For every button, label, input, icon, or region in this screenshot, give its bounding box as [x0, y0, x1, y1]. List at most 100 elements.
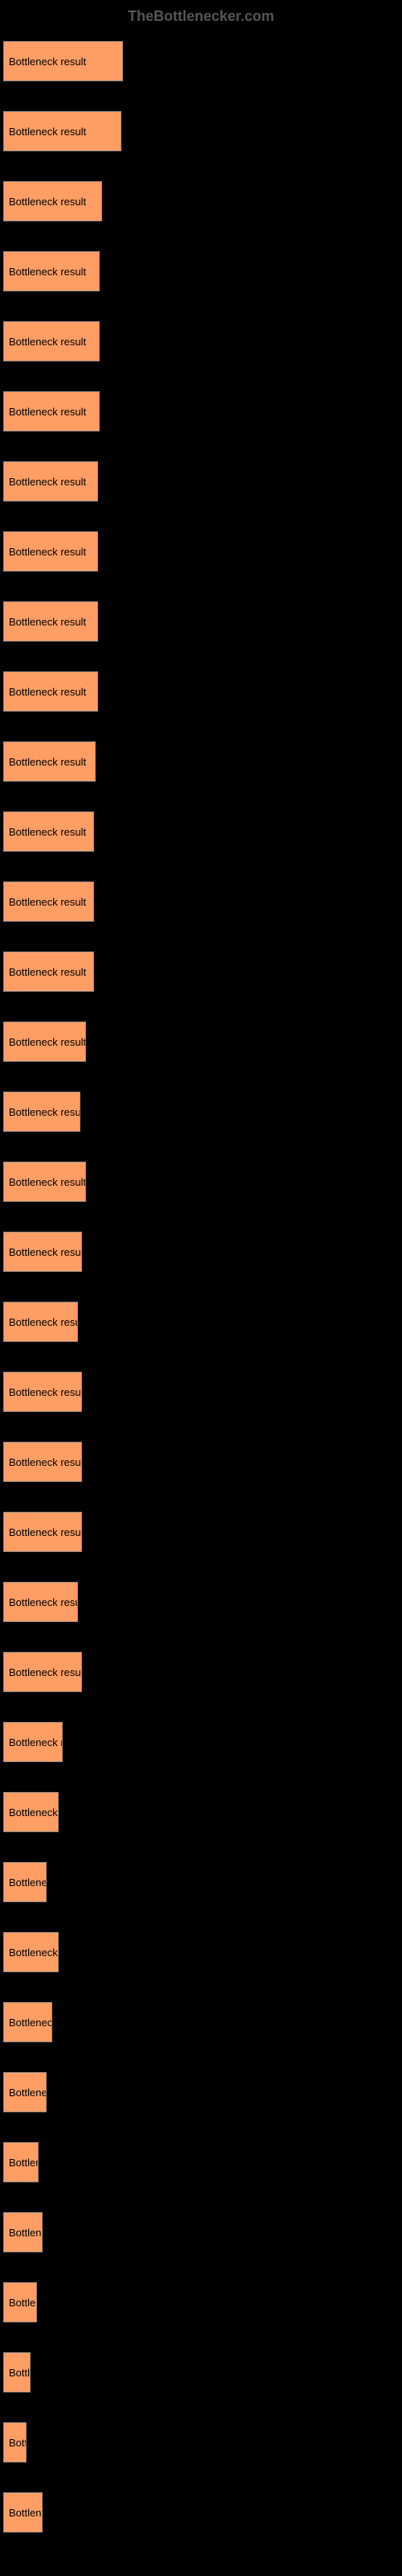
bar-row: Bottleneck result — [3, 1442, 399, 1482]
bar-row: Bottleneck result — [3, 881, 399, 922]
bar-text: Bottleneck result — [4, 826, 86, 838]
bar: Bottleneck result — [3, 2142, 39, 2182]
bar-text: Bottleneck result — [4, 1386, 81, 1398]
watermark-text: TheBottlenecker.com — [0, 8, 402, 25]
bar-text: Bottleneck result — [4, 476, 86, 488]
bar-row: Bottleneck result — [3, 2352, 399, 2392]
bar-text: Bottleneck result — [4, 896, 86, 908]
bar-row: Bottleneck result — [3, 741, 399, 782]
bar-row: Bottleneck result — [3, 2002, 399, 2042]
bar: Bottleneck result — [3, 2422, 27, 2462]
bar-text: Bottleneck result — [4, 1526, 81, 1538]
bar-row: Bottleneck result — [3, 1652, 399, 1692]
bar-row: Bottleneck result — [3, 1372, 399, 1412]
bar: Bottleneck result — [3, 1232, 82, 1272]
bar-row: Bottleneck result — [3, 251, 399, 291]
bar-row: Bottleneck result — [3, 2282, 399, 2322]
bar-chart: Bottleneck result Bottleneck result Bottle… — [0, 41, 402, 2533]
bar-text: Bottleneck result — [4, 1876, 46, 1889]
bar-text: Bottleneck result — [4, 1176, 85, 1188]
bar: Bottleneck result — [3, 321, 100, 361]
bar-text: Bottleneck result — [4, 616, 86, 628]
bar-row: Bottleneck result — [3, 2072, 399, 2112]
bar-text: Bottleneck result — [4, 1316, 77, 1328]
bar: Bottleneck result — [3, 1792, 59, 1832]
bar: Bottleneck result — [3, 1582, 78, 1622]
bar-text: Bottleneck result — [4, 1806, 58, 1818]
bar-row: Bottleneck result — [3, 1232, 399, 1272]
bar: Bottleneck result — [3, 461, 98, 502]
bar-row: Bottleneck result — [3, 1932, 399, 1972]
bar-text: Bottleneck result — [4, 756, 86, 768]
bar-row: Bottleneck result — [3, 811, 399, 852]
bar-row: Bottleneck result — [3, 671, 399, 712]
bar: Bottleneck result — [3, 531, 98, 572]
bar: Bottleneck result — [3, 601, 98, 642]
bar-text: Bottleneck result — [4, 2437, 26, 2449]
bar: Bottleneck result — [3, 111, 121, 151]
bar-text: Bottleneck result — [4, 266, 86, 278]
bar-text: Bottleneck result — [4, 2367, 30, 2379]
bar: Bottleneck result — [3, 1862, 47, 1902]
bar-text: Bottleneck result — [4, 1456, 81, 1468]
bar-row: Bottleneck result — [3, 111, 399, 151]
bar-row: Bottleneck result — [3, 952, 399, 992]
bar-text: Bottleneck result — [4, 56, 86, 68]
bar: Bottleneck result — [3, 2352, 31, 2392]
bar: Bottleneck result — [3, 1722, 63, 1762]
bar-text: Bottleneck result — [4, 2087, 46, 2099]
bar-text: Bottleneck result — [4, 2157, 38, 2169]
bar-row: Bottleneck result — [3, 181, 399, 221]
bar-text: Bottleneck result — [4, 966, 86, 978]
bar: Bottleneck result — [3, 391, 100, 431]
bar-text: Bottleneck result — [4, 196, 86, 208]
bar: Bottleneck result — [3, 741, 96, 782]
bar-text: Bottleneck result — [4, 1106, 80, 1118]
bar-text: Bottleneck result — [4, 1596, 77, 1608]
bar: Bottleneck result — [3, 251, 100, 291]
bar: Bottleneck result — [3, 1372, 82, 1412]
bar-text: Bottleneck result — [4, 2017, 51, 2029]
bar-row: Bottleneck result — [3, 41, 399, 81]
bar: Bottleneck result — [3, 1302, 78, 1342]
bar: Bottleneck result — [3, 41, 123, 81]
bar-row: Bottleneck result — [3, 1792, 399, 1832]
bar-text: Bottleneck result — [4, 686, 86, 698]
bar: Bottleneck result — [3, 811, 94, 852]
bar-row: Bottleneck result — [3, 1582, 399, 1622]
bar-row: Bottleneck result — [3, 1512, 399, 1552]
bar-row: Bottleneck result — [3, 1162, 399, 1202]
bar-row: Bottleneck result — [3, 1092, 399, 1132]
bar: Bottleneck result — [3, 952, 94, 992]
bar: Bottleneck result — [3, 1022, 86, 1062]
bar-row: Bottleneck result — [3, 531, 399, 572]
bar: Bottleneck result — [3, 2282, 37, 2322]
bar-text: Bottleneck result — [4, 2297, 36, 2309]
bar: Bottleneck result — [3, 1652, 82, 1692]
bar-row: Bottleneck result — [3, 2142, 399, 2182]
bar-text: Bottleneck result — [4, 1736, 62, 1748]
bar-text: Bottleneck result — [4, 1246, 81, 1258]
bar: Bottleneck result — [3, 2212, 43, 2252]
bar: Bottleneck result — [3, 671, 98, 712]
bar-text: Bottleneck result — [4, 336, 86, 348]
bar: Bottleneck result — [3, 881, 94, 922]
bar-text: Bottleneck result — [4, 1946, 58, 1959]
bar-text: Bottleneck result — [4, 546, 86, 558]
bar: Bottleneck result — [3, 2072, 47, 2112]
bar-text: Bottleneck result — [4, 406, 86, 418]
bar: Bottleneck result — [3, 1162, 86, 1202]
bar-text: Bottleneck result — [4, 1666, 81, 1678]
bar-row: Bottleneck result — [3, 321, 399, 361]
bar-text: Bottleneck result — [4, 2507, 42, 2519]
bar-row: Bottleneck result — [3, 461, 399, 502]
bar: Bottleneck result — [3, 2492, 43, 2533]
bar-text: Bottleneck result — [4, 1036, 85, 1048]
bar: Bottleneck result — [3, 181, 102, 221]
bar: Bottleneck result — [3, 1092, 80, 1132]
bar-row: Bottleneck result — [3, 1722, 399, 1762]
bar-row: Bottleneck result — [3, 391, 399, 431]
bar-row: Bottleneck result — [3, 1022, 399, 1062]
bar: Bottleneck result — [3, 2002, 52, 2042]
bar-text: Bottleneck result — [4, 126, 86, 138]
